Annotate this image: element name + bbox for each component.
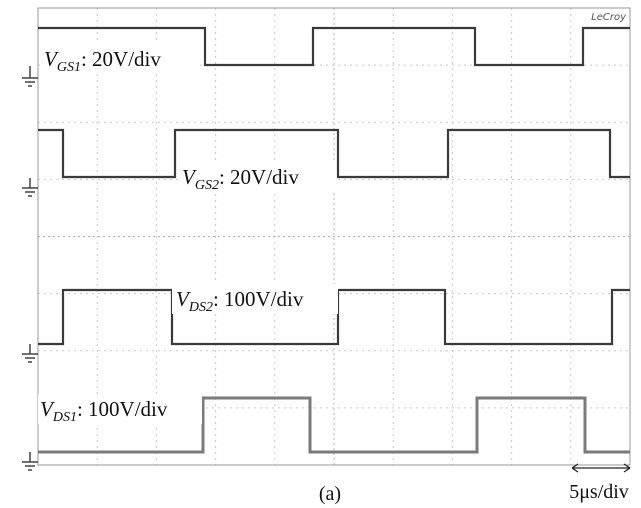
oscilloscope-figure: VGS1: 20V/div VGS2: 20V/div VDS2: 100V/d… <box>0 0 641 508</box>
label-scale: : 20V/div <box>219 165 299 189</box>
ground-ch2 <box>22 178 38 196</box>
ground-markers <box>22 66 38 470</box>
label-scale: : 100V/div <box>213 287 304 311</box>
ground-ch4 <box>22 452 38 470</box>
logo: LeCroy <box>591 12 627 23</box>
ground-ch3 <box>22 344 38 362</box>
label-subscript: GS1 <box>57 60 81 75</box>
label-subscript: GS2 <box>195 178 219 193</box>
label-subscript: DS1 <box>52 410 77 425</box>
label-scale: : 100V/div <box>77 397 168 421</box>
page: {"channels": [ {"symbol": "V", "subscrip… <box>0 0 641 508</box>
timebase-label: 5μs/div <box>569 481 629 503</box>
label-scale: : 20V/div <box>81 47 161 71</box>
label-subscript: DS2 <box>188 300 213 315</box>
ground-ch1 <box>22 66 38 86</box>
caption: (a) <box>319 483 341 505</box>
